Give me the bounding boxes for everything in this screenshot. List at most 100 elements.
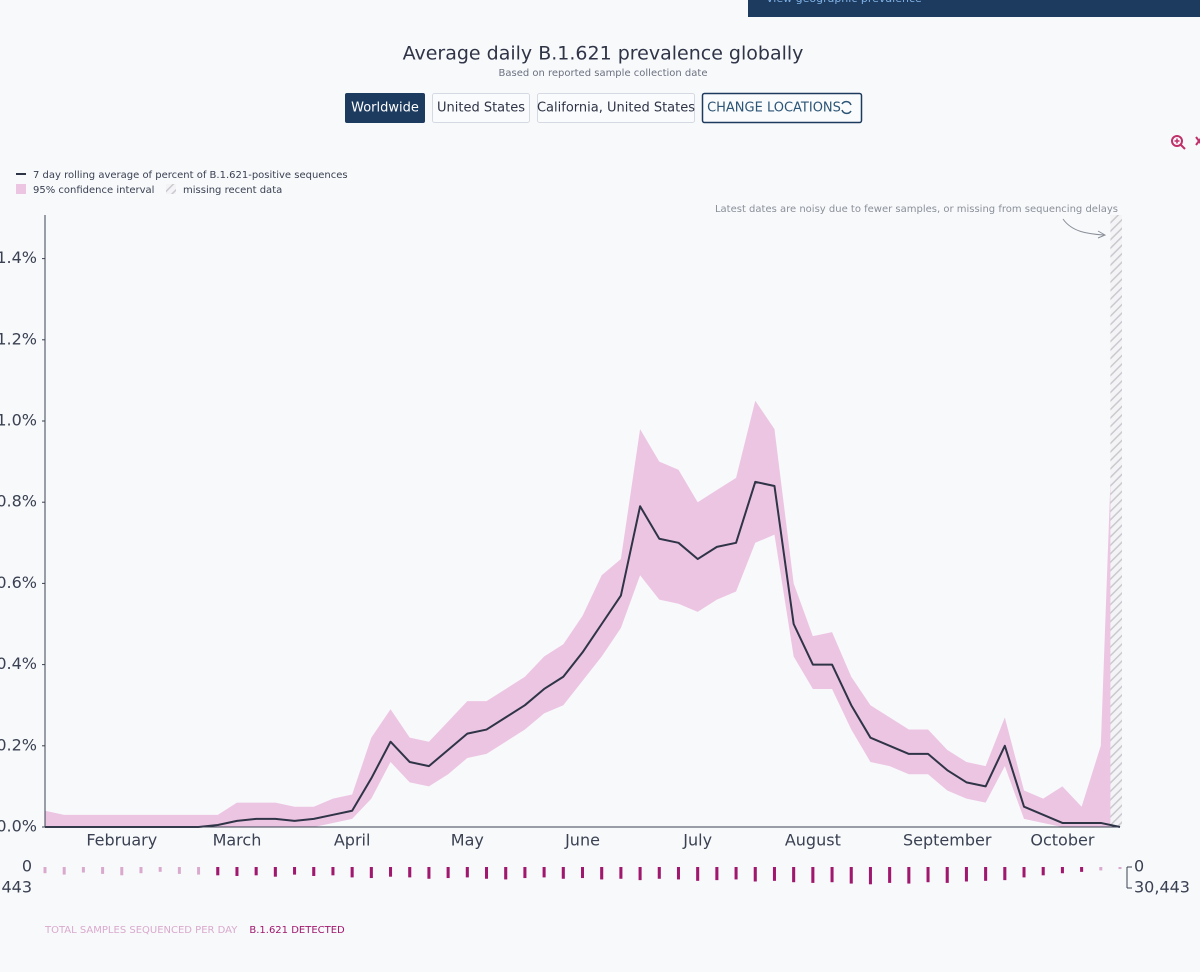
- button-label[interactable]: California, United States: [537, 101, 695, 116]
- sample-bar: [830, 867, 834, 883]
- button-label[interactable]: United States: [437, 101, 525, 116]
- sample-bar: [465, 867, 469, 878]
- sample-bar: [868, 867, 872, 885]
- sample-bar: [62, 867, 66, 875]
- sample-bar: [542, 867, 546, 878]
- location-button[interactable]: Worldwide: [345, 93, 425, 123]
- y-tick-label: 0.8%: [0, 492, 37, 511]
- sample-bar: [1003, 867, 1007, 881]
- legend-label: missing recent data: [183, 185, 282, 196]
- legend-label: 7 day rolling average of percent of B.1.…: [33, 170, 348, 181]
- sample-bar: [331, 867, 335, 876]
- bar-legend-label: B.1.621 DETECTED: [249, 925, 345, 936]
- x-tick-label: February: [86, 831, 157, 850]
- chart-subtitle: Based on reported sample collection date: [499, 68, 708, 79]
- x-tick-label: June: [564, 831, 600, 850]
- sample-bar: [389, 867, 393, 877]
- sample-bar: [369, 867, 373, 879]
- sample-bar: [1022, 867, 1026, 878]
- sample-bar: [139, 867, 143, 874]
- sample-bar: [753, 867, 757, 882]
- y-tick-label: 0.6%: [0, 573, 37, 592]
- sample-bar: [638, 867, 642, 881]
- sample-bar: [945, 867, 949, 883]
- close-icon[interactable]: [1195, 136, 1200, 146]
- bar-legend-label: TOTAL SAMPLES SEQUENCED PER DAY: [44, 925, 238, 936]
- location-button[interactable]: United States: [432, 93, 530, 123]
- sample-bar: [120, 867, 124, 876]
- button-label[interactable]: CHANGE LOCATIONS: [707, 101, 841, 116]
- sample-bar: [657, 867, 661, 879]
- y-tick-label: 0.0%: [0, 817, 37, 836]
- sample-bar: [427, 867, 431, 879]
- y-tick-label: 1.4%: [0, 248, 37, 267]
- sample-bar: [43, 867, 47, 874]
- sample-bar: [849, 867, 853, 884]
- bar-tick-label: 30,443: [0, 878, 32, 897]
- sample-bar: [907, 867, 911, 884]
- bar-tick-label: 30,443: [1134, 878, 1190, 897]
- sample-bar: [1041, 867, 1045, 876]
- sample-bar: [235, 867, 239, 876]
- sample-bar: [696, 867, 700, 881]
- y-tick-label: 1.0%: [0, 411, 37, 430]
- sample-bar: [81, 867, 85, 873]
- x-tick-label: September: [903, 831, 992, 850]
- sample-bar: [504, 867, 508, 880]
- button-label[interactable]: Worldwide: [351, 101, 419, 116]
- sample-bar: [1099, 867, 1103, 871]
- y-tick-label: 0.4%: [0, 654, 37, 673]
- sample-bar: [561, 867, 565, 879]
- sample-bar: [446, 867, 450, 879]
- sample-bar: [1080, 867, 1084, 872]
- x-tick-label: July: [682, 831, 712, 850]
- banner-link[interactable]: View geographic prevalence: [766, 0, 922, 5]
- change-locations-button[interactable]: CHANGE LOCATIONS: [701, 92, 863, 124]
- sample-bar: [523, 867, 527, 879]
- sample-bar: [177, 867, 181, 874]
- sample-bar: [734, 867, 738, 880]
- legend-label: 95% confidence interval: [33, 185, 154, 196]
- sample-bar: [1118, 867, 1122, 870]
- sample-bar: [984, 867, 988, 881]
- missing-data-region: [1110, 215, 1122, 827]
- y-tick-label: 1.2%: [0, 329, 37, 348]
- sample-bar: [926, 867, 930, 883]
- x-tick-label: April: [334, 831, 371, 850]
- sample-bar: [216, 867, 220, 876]
- sample-bar: [772, 867, 776, 881]
- sample-bar: [600, 867, 604, 880]
- x-tick-label: August: [785, 831, 841, 850]
- sample-bar: [619, 867, 623, 879]
- annotation: Latest dates are noisy due to fewer samp…: [715, 204, 1118, 215]
- sample-bar: [408, 867, 412, 878]
- sample-bar: [676, 867, 680, 880]
- bar-tick-label: 0: [1134, 857, 1144, 876]
- refresh-icon: [841, 100, 852, 115]
- sample-bar: [715, 867, 719, 881]
- sample-bar: [158, 867, 162, 872]
- sample-bar: [197, 867, 201, 875]
- sample-bar: [101, 867, 105, 874]
- sample-bar: [581, 867, 584, 879]
- x-tick-label: May: [451, 831, 484, 850]
- prevalence-line: [45, 480, 1121, 828]
- x-tick-label: October: [1030, 831, 1094, 850]
- sample-bar: [792, 867, 796, 883]
- sample-bar: [485, 867, 489, 879]
- sample-bar: [293, 867, 297, 875]
- sample-bar: [964, 867, 968, 882]
- top-banner: [748, 0, 1200, 17]
- legend-swatch: [16, 184, 26, 194]
- sample-bar: [254, 867, 258, 876]
- chart-title: Average daily B.1.621 prevalence globall…: [403, 43, 804, 65]
- annotation-arrowhead: [1097, 230, 1107, 239]
- location-button[interactable]: California, United States: [537, 93, 695, 123]
- x-tick-label: March: [213, 831, 262, 850]
- zoom-in-icon[interactable]: [1171, 135, 1186, 150]
- plot-area: 0.0% 0.2% 0.4% 0.6% 0.8% 1.0% 1.2% 1.4% February…: [0, 215, 1190, 936]
- sample-bar: [312, 867, 316, 876]
- annotation-arrow: [1062, 218, 1105, 236]
